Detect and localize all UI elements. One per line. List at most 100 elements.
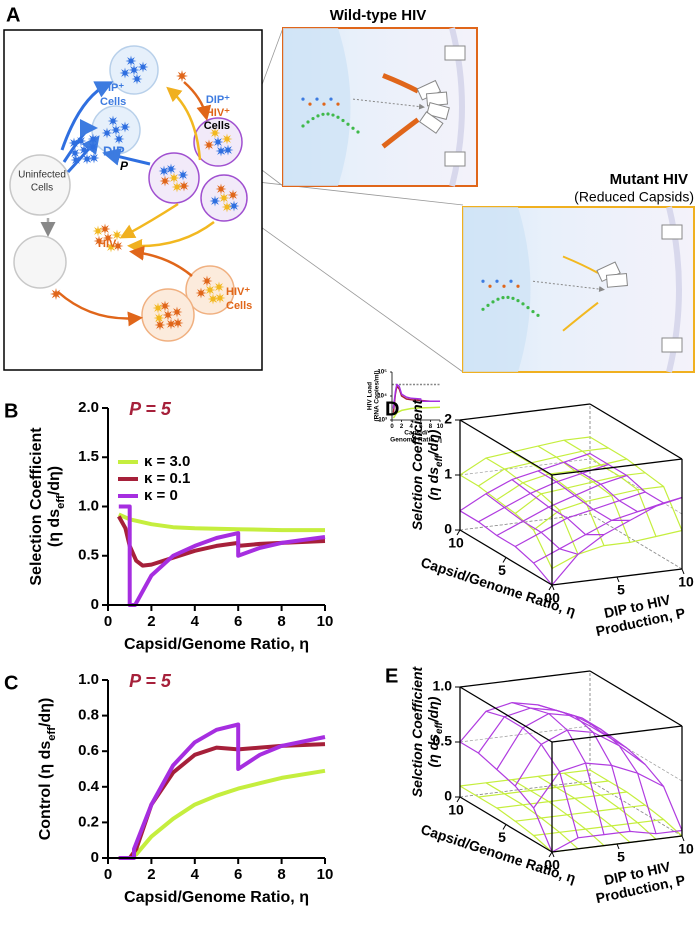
rna-dot bbox=[506, 295, 510, 299]
surface-column bbox=[459, 769, 591, 787]
cell-label: Uninfected bbox=[18, 170, 66, 181]
y-tick-label: 2.0 bbox=[78, 399, 99, 416]
rna-dot bbox=[501, 296, 505, 300]
virion-star bbox=[128, 64, 140, 76]
virion-star bbox=[68, 137, 80, 149]
box-edge bbox=[459, 419, 553, 476]
virion-star bbox=[88, 152, 100, 164]
axis-label-part: Selction Coefficient bbox=[409, 665, 425, 797]
x-tick-label: 8 bbox=[277, 613, 285, 630]
gag-dot bbox=[315, 97, 319, 101]
surface-row bbox=[563, 772, 657, 840]
grid-line bbox=[459, 670, 683, 727]
virion-star bbox=[92, 225, 104, 237]
virion-star bbox=[50, 288, 62, 300]
rna-dot bbox=[516, 299, 520, 303]
x-tick-label: 10 bbox=[317, 866, 334, 883]
axis-label-part: (η ds bbox=[46, 509, 63, 547]
box-edge bbox=[589, 403, 683, 460]
grid-line bbox=[459, 403, 683, 460]
box-edge bbox=[551, 458, 683, 476]
virion bbox=[444, 45, 466, 61]
legend-label: κ = 0 bbox=[144, 487, 178, 504]
axis-label-part: Selction Coefficient bbox=[409, 398, 425, 530]
grid-line bbox=[459, 513, 683, 570]
surface-column bbox=[533, 502, 664, 564]
virion-star bbox=[75, 135, 87, 147]
axis-label: Selction Coefficient bbox=[409, 665, 425, 797]
box-edge bbox=[459, 403, 591, 421]
cell-label: HIV bbox=[98, 238, 117, 250]
virion-star bbox=[111, 229, 123, 241]
rna-dot bbox=[496, 297, 500, 301]
arrow bbox=[57, 291, 143, 327]
virion-star bbox=[119, 67, 131, 79]
legend-label: κ = 0.1 bbox=[144, 470, 190, 487]
x-tick-label: 5 bbox=[498, 829, 506, 845]
y-tick bbox=[551, 584, 555, 591]
virion-star bbox=[125, 55, 137, 67]
x-tick-label: 10 bbox=[448, 802, 464, 818]
virion-star bbox=[165, 163, 177, 175]
x-tick-label: 2 bbox=[400, 424, 404, 430]
virion-star bbox=[195, 287, 207, 299]
axis-label-part: Control (η ds bbox=[37, 741, 54, 841]
gag-dot bbox=[481, 279, 485, 283]
x-tick-label: 8 bbox=[429, 424, 433, 430]
cell-label: Cells bbox=[100, 96, 126, 108]
cytoplasm bbox=[283, 28, 351, 186]
surface-column bbox=[496, 791, 627, 809]
surface-row bbox=[485, 710, 579, 838]
series-line bbox=[117, 512, 325, 533]
cell bbox=[13, 235, 67, 289]
inset-title: Wild-type HIV bbox=[330, 7, 427, 24]
y-tick-label: 0.6 bbox=[78, 742, 99, 759]
y-tick-label: 10 bbox=[678, 841, 694, 857]
virion-star bbox=[87, 141, 99, 153]
virion-star bbox=[218, 192, 230, 204]
virion-star bbox=[152, 302, 164, 314]
axis-label-part: HIV Load bbox=[366, 382, 373, 410]
x-tick bbox=[502, 557, 507, 563]
gag-dot bbox=[509, 279, 513, 283]
panel-label: B bbox=[4, 400, 18, 422]
axis-label: HIV Load bbox=[366, 382, 373, 410]
x-tick bbox=[548, 584, 553, 591]
y-tick-label: 10 bbox=[678, 574, 694, 590]
surface-column bbox=[459, 436, 591, 476]
panel-label: E bbox=[385, 665, 398, 687]
surface-row bbox=[459, 510, 553, 586]
axis-label: Genome Ratio, η bbox=[390, 436, 442, 443]
x-tick-label: 4 bbox=[410, 424, 414, 430]
box-edge bbox=[551, 725, 683, 743]
legend-label: κ = 3.0 bbox=[144, 453, 190, 470]
axis-label: (η dseff/dη) bbox=[425, 429, 445, 500]
surface-row bbox=[511, 779, 605, 847]
axis-label-part: Genome Ratio, η bbox=[390, 436, 442, 443]
virion-star bbox=[212, 136, 224, 148]
inset-title: Mutant HIV bbox=[610, 171, 688, 188]
virion-star bbox=[171, 181, 183, 193]
arrow bbox=[562, 301, 599, 332]
rna-dot bbox=[341, 118, 345, 123]
virion-star bbox=[204, 284, 216, 296]
surface-row bbox=[589, 436, 683, 531]
virion-star bbox=[102, 232, 114, 244]
rna-dot bbox=[491, 300, 495, 304]
gag-dot bbox=[322, 102, 326, 106]
surface-row bbox=[537, 445, 631, 543]
virion-star bbox=[207, 293, 219, 305]
gag-dot bbox=[495, 279, 499, 283]
z-tick-label: 0.5 bbox=[433, 733, 453, 749]
surface-row bbox=[537, 775, 631, 843]
capsid bbox=[418, 111, 444, 134]
surface-column bbox=[459, 452, 591, 512]
virion-star bbox=[171, 306, 183, 318]
axis-label-part: Selection Coefficient bbox=[28, 427, 45, 586]
virion-star bbox=[70, 154, 82, 166]
virion-star bbox=[172, 317, 184, 329]
arrow bbox=[129, 245, 193, 277]
rna-dot bbox=[301, 124, 305, 128]
virion-star bbox=[215, 183, 227, 195]
axis-label-part: /dη) bbox=[46, 466, 63, 495]
